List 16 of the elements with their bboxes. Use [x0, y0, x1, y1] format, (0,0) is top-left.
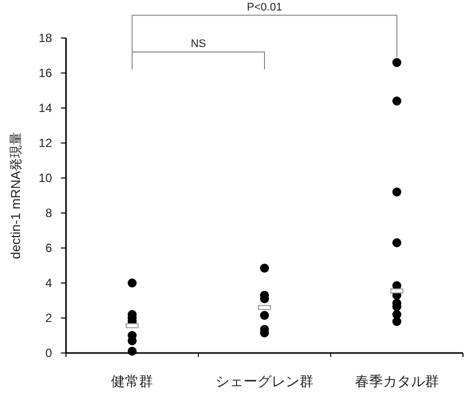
y-tick-label: 10: [38, 171, 52, 185]
y-tick-label: 18: [38, 31, 52, 45]
y-tick-label: 4: [45, 276, 52, 290]
y-tick-label: 6: [45, 241, 52, 255]
y-tick-label: 8: [45, 206, 52, 220]
text: P<0.01: [246, 1, 282, 14]
annotation: NS: [190, 38, 206, 50]
y-axis-title: dectin-1 mRNA発現量: [8, 132, 23, 260]
y-tick-label: 16: [38, 66, 52, 80]
x-tick-label: 健常群: [111, 373, 154, 389]
y-tick-label: 12: [38, 136, 52, 150]
y-tick-label: 2: [45, 311, 52, 325]
x-tick-label: 春季カタル群: [354, 373, 439, 389]
y-tick-label: 14: [38, 101, 52, 115]
x-tick-label: シェーグレン群: [216, 373, 314, 389]
y-tick-label: 0: [45, 346, 52, 360]
